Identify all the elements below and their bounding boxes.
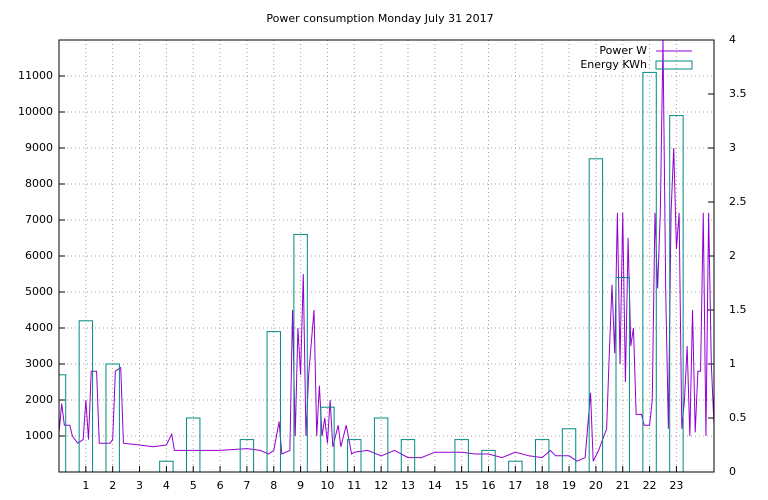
y-tick-label: 8000 bbox=[25, 177, 53, 190]
x-tick-label: 3 bbox=[136, 479, 143, 492]
y2-tick-label: 0.5 bbox=[729, 411, 747, 424]
y2-tick-label: 2 bbox=[729, 249, 736, 262]
x-tick-label: 12 bbox=[374, 479, 388, 492]
energy-bar bbox=[508, 460, 523, 472]
energy-bar bbox=[347, 439, 362, 472]
energy-bar bbox=[105, 363, 120, 472]
legend-label: Power W bbox=[599, 44, 647, 57]
x-tick-label: 1 bbox=[82, 479, 89, 492]
x-tick-label: 22 bbox=[643, 479, 657, 492]
energy-bar bbox=[159, 460, 174, 472]
x-tick-label: 23 bbox=[669, 479, 683, 492]
y-tick-label: 3000 bbox=[25, 357, 53, 370]
x-tick-label: 21 bbox=[616, 479, 630, 492]
x-tick-label: 8 bbox=[270, 479, 277, 492]
y-tick-label: 10000 bbox=[18, 105, 53, 118]
y-tick-label: 6000 bbox=[25, 249, 53, 262]
y2-tick-label: 2.5 bbox=[729, 195, 747, 208]
y2-tick-label: 0 bbox=[729, 465, 736, 478]
plot-frame bbox=[58, 39, 715, 473]
y-tick-label: 7000 bbox=[25, 213, 53, 226]
power-line bbox=[59, 40, 714, 462]
energy-bar bbox=[373, 417, 389, 472]
energy-bar bbox=[454, 439, 469, 472]
y-tick-label: 2000 bbox=[25, 393, 53, 406]
y2-tick-label: 3 bbox=[729, 141, 736, 154]
energy-bar bbox=[642, 71, 657, 472]
y-tick-label: 4000 bbox=[25, 321, 53, 334]
x-tick-label: 4 bbox=[163, 479, 170, 492]
x-tick-label: 10 bbox=[320, 479, 334, 492]
x-tick-label: 15 bbox=[455, 479, 469, 492]
x-tick-label: 2 bbox=[109, 479, 116, 492]
energy-bar bbox=[186, 417, 201, 472]
energy-bar bbox=[615, 277, 630, 472]
legend-swatch bbox=[655, 60, 693, 70]
x-tick-label: 9 bbox=[297, 479, 304, 492]
x-tick-label: 6 bbox=[217, 479, 224, 492]
y2-tick-label: 4 bbox=[729, 33, 736, 46]
x-tick-label: 17 bbox=[508, 479, 522, 492]
energy-bar bbox=[534, 439, 550, 472]
energy-bar bbox=[400, 439, 416, 472]
x-tick-label: 16 bbox=[482, 479, 496, 492]
x-tick-label: 14 bbox=[428, 479, 442, 492]
y-tick-label: 1000 bbox=[25, 429, 53, 442]
y2-tick-label: 1.5 bbox=[729, 303, 747, 316]
plot: 1000200030004000500060007000800090001000… bbox=[18, 33, 747, 492]
legend-label: Energy KWh bbox=[580, 58, 647, 71]
x-tick-label: 19 bbox=[562, 479, 576, 492]
x-tick-label: 5 bbox=[190, 479, 197, 492]
energy-bar bbox=[59, 374, 67, 472]
energy-bar bbox=[320, 406, 335, 472]
x-tick-label: 18 bbox=[535, 479, 549, 492]
x-tick-label: 20 bbox=[589, 479, 603, 492]
x-tick-label: 11 bbox=[347, 479, 361, 492]
energy-bar bbox=[588, 158, 604, 472]
x-tick-label: 13 bbox=[401, 479, 415, 492]
energy-bar bbox=[239, 439, 255, 472]
energy-bar bbox=[293, 233, 308, 472]
y-tick-label: 9000 bbox=[25, 141, 53, 154]
y-tick-label: 11000 bbox=[18, 69, 53, 82]
energy-bar bbox=[266, 331, 281, 472]
y-tick-label: 5000 bbox=[25, 285, 53, 298]
y2-tick-label: 3.5 bbox=[729, 87, 747, 100]
x-tick-label: 7 bbox=[243, 479, 250, 492]
plot-area bbox=[59, 40, 714, 472]
y2-tick-label: 1 bbox=[729, 357, 736, 370]
chart-title: Power consumption Monday July 31 2017 bbox=[266, 12, 493, 25]
